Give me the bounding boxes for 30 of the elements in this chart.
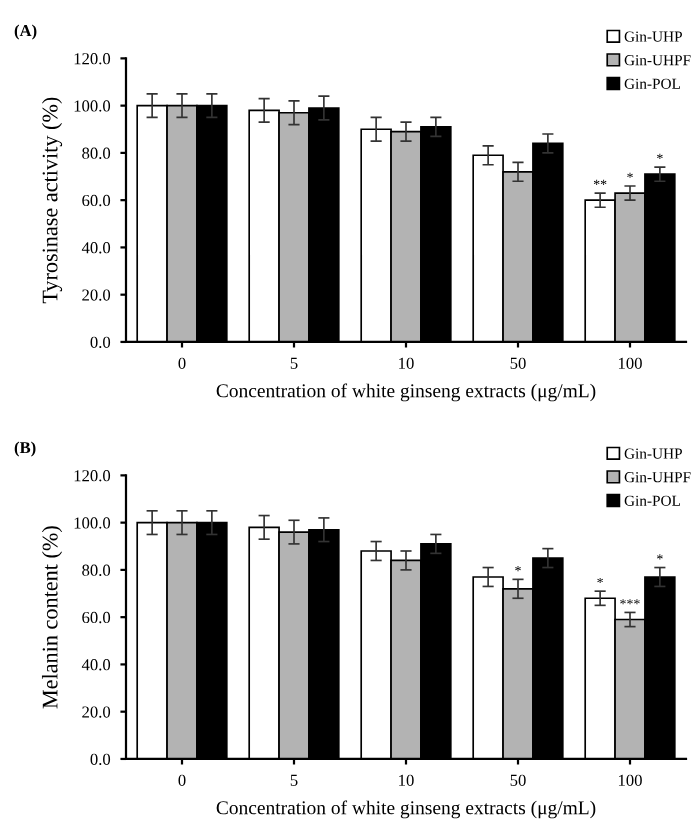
y-tick-label: 80.0 (82, 147, 111, 159)
y-tick-label: 20.0 (82, 706, 111, 718)
x-tick-label: 100 (618, 357, 642, 369)
chart-title: (A) (14, 24, 37, 40)
y-tick-label: 0.0 (90, 336, 111, 348)
x-tick-label: 10 (399, 774, 414, 786)
y-tick-label: 120.0 (74, 470, 111, 482)
y-axis-title: Melanin content (%) (41, 526, 63, 709)
chart-title: (B) (14, 441, 36, 457)
x-tick-label: 0 (178, 357, 186, 369)
x-axis-title: Concentration of white ginseng extracts (μg/mL) (216, 383, 596, 402)
y-tick-label: 100.0 (74, 100, 111, 112)
x-tick-label: 100 (618, 774, 642, 786)
y-tick-label: 40.0 (81, 242, 111, 254)
y-tick-label: 100.0 (74, 517, 111, 529)
x-tick-label: 10 (399, 357, 414, 369)
x-tick-label: 0 (178, 774, 186, 786)
x-tick-label: 5 (290, 774, 298, 786)
y-axis-title: Tyrosinase activity (%) (41, 97, 63, 304)
x-axis-title: Concentration of white ginseng extracts (μg/mL) (216, 800, 596, 819)
y-tick-label: 40.0 (81, 659, 111, 671)
x-tick-label: 50 (510, 357, 526, 369)
x-tick-label: 50 (510, 774, 526, 786)
x-tick-label: 5 (290, 357, 298, 369)
y-tick-label: 80.0 (82, 564, 111, 576)
y-tick-label: 60.0 (82, 194, 111, 207)
y-tick-label: 20.0 (82, 289, 111, 301)
y-tick-label: 120.0 (74, 53, 111, 65)
y-tick-label: 0.0 (90, 753, 111, 765)
y-tick-label: 60.0 (82, 611, 111, 624)
